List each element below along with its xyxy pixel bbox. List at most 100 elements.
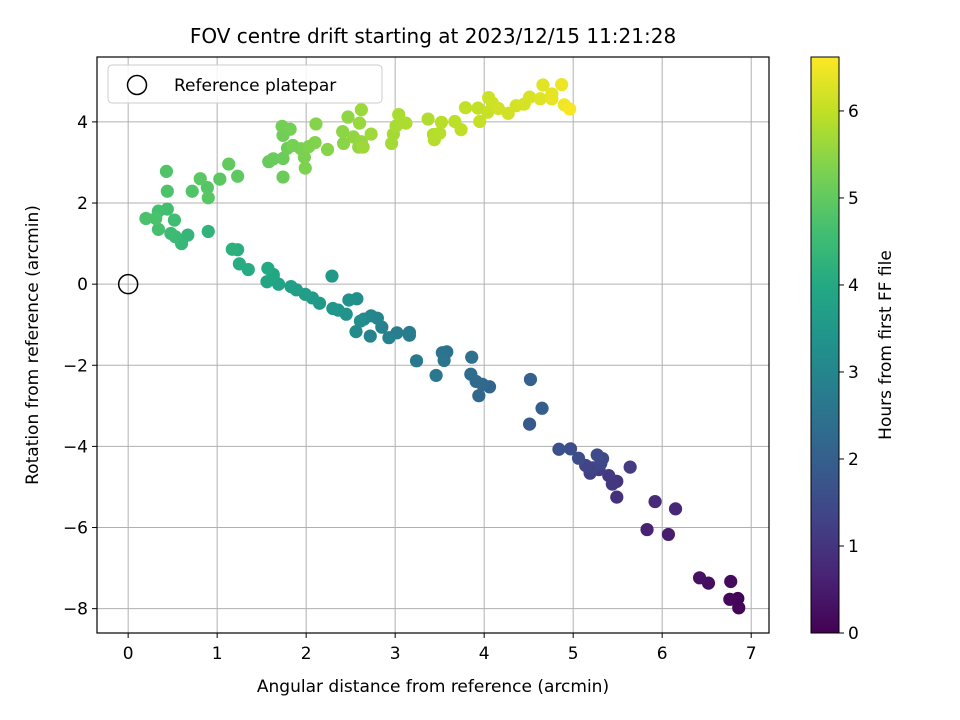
data-point [382, 331, 396, 345]
data-point [185, 184, 199, 198]
data-point [320, 142, 335, 157]
data-point [421, 112, 435, 126]
chart-title: FOV centre drift starting at 2023/12/15 … [190, 24, 676, 48]
data-point [472, 389, 486, 403]
colorbar-tick-label: 0 [848, 624, 859, 644]
x-tick-label: 1 [212, 644, 223, 664]
legend-label-reference: Reference platepar [174, 76, 336, 96]
data-point [326, 301, 340, 316]
x-tick-label: 0 [123, 644, 134, 664]
data-point [336, 136, 351, 150]
data-point [545, 92, 559, 106]
data-point [283, 122, 297, 136]
colorbar-tick-label: 6 [848, 102, 859, 122]
data-point [458, 101, 473, 115]
data-point [363, 329, 377, 343]
data-point [325, 269, 339, 283]
data-point [213, 172, 227, 186]
colorbar-tick-label: 5 [848, 189, 859, 209]
data-point [225, 242, 239, 256]
data-point [298, 161, 312, 175]
grid-lines [97, 57, 769, 633]
x-tick-label: 5 [568, 644, 579, 664]
data-point [356, 140, 370, 154]
data-point [399, 116, 413, 130]
data-point [297, 150, 311, 164]
data-point [349, 325, 363, 339]
data-point [151, 222, 166, 236]
colorbar-gradient [810, 56, 840, 634]
reference-marker-group [117, 273, 139, 295]
x-tick-label: 2 [301, 644, 312, 664]
data-point [341, 110, 355, 124]
data-point [222, 157, 236, 171]
data-point [464, 367, 478, 381]
data-point [352, 116, 367, 130]
reference-platepar-marker [117, 273, 139, 295]
colorbar-ticks: 0 1 2 3 4 5 6 [839, 102, 859, 644]
y-tick-label: −4 [63, 437, 88, 457]
data-point [364, 127, 378, 141]
data-point [284, 279, 298, 294]
data-point [167, 213, 182, 227]
legend-box [107, 64, 383, 104]
data-point [535, 401, 549, 415]
data-point [692, 571, 707, 585]
data-point [434, 115, 449, 129]
x-tick-label: 7 [746, 644, 757, 664]
colorbar-tick-label: 4 [848, 276, 859, 296]
data-point [200, 181, 214, 195]
data-point [473, 114, 487, 129]
data-points [139, 77, 746, 615]
legend: Reference platepar [107, 64, 383, 104]
data-point [437, 353, 451, 368]
data-point [160, 184, 174, 198]
data-point [336, 125, 350, 139]
colorbar-tick-label: 1 [848, 537, 859, 557]
y-tick-label: 0 [77, 275, 88, 295]
x-tick-label: 6 [657, 644, 668, 664]
data-point [522, 90, 537, 104]
colorbar: 0 1 2 3 4 5 6 Hours from first FF file [810, 56, 896, 644]
data-point [232, 257, 247, 271]
data-point [308, 135, 322, 150]
data-point [732, 601, 746, 615]
data-point [402, 328, 417, 342]
data-point [149, 211, 163, 226]
data-point [164, 226, 178, 241]
data-point [139, 211, 153, 226]
data-point [159, 164, 174, 178]
data-point [648, 494, 662, 509]
y-axis-label: Rotation from reference (arcmin) [23, 205, 43, 485]
data-point [533, 92, 547, 106]
data-point [536, 78, 550, 92]
y-tick-label: −8 [63, 600, 88, 620]
colorbar-label: Hours from first FF file [876, 250, 896, 440]
data-point [724, 574, 738, 589]
data-point [571, 451, 586, 465]
y-tick-label: −2 [63, 356, 88, 376]
data-point [454, 123, 468, 137]
colorbar-tick-label: 2 [848, 450, 859, 470]
data-point [602, 469, 616, 483]
data-point [610, 490, 624, 504]
data-point [465, 350, 479, 364]
data-point [201, 224, 215, 239]
x-tick-label: 4 [479, 644, 490, 664]
data-point [590, 448, 604, 462]
data-point [409, 354, 424, 368]
legend-reference-marker [126, 74, 148, 96]
y-tick-label: 2 [77, 194, 88, 214]
x-axis-ticks: 0 1 2 3 4 5 6 7 [123, 633, 757, 664]
plot-frame [96, 56, 770, 634]
data-point [563, 102, 577, 116]
data-point [342, 293, 356, 307]
data-point [309, 117, 323, 131]
data-point [429, 368, 443, 383]
y-tick-label: 4 [77, 113, 88, 133]
y-tick-label: −6 [63, 519, 88, 539]
data-point [661, 527, 676, 542]
data-point [201, 191, 215, 205]
data-point [555, 77, 569, 92]
